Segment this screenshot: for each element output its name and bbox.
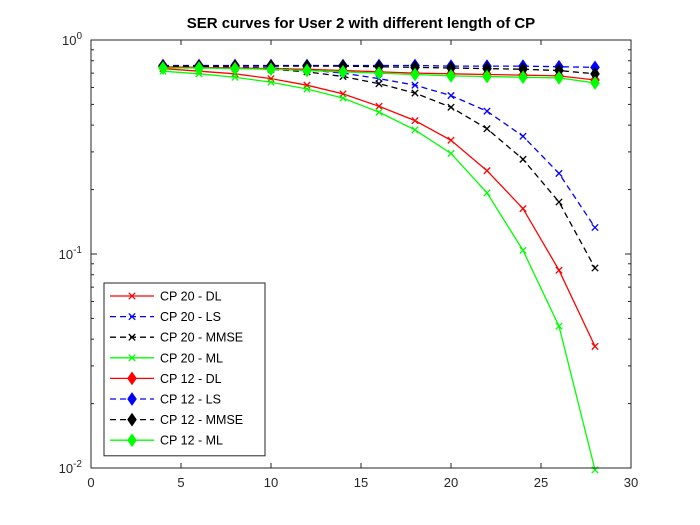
legend-marker — [128, 292, 136, 300]
legend-label: CP 20 - MMSE — [160, 331, 243, 345]
data-point — [411, 126, 419, 134]
legend-entry: CP 20 - ML — [110, 351, 223, 365]
data-point — [410, 67, 420, 82]
x-tick-label: 25 — [534, 475, 548, 490]
x-tick-label: 15 — [354, 475, 368, 490]
data-point — [375, 108, 383, 116]
data-point — [411, 116, 419, 125]
legend-marker — [127, 371, 137, 386]
data-point — [555, 322, 563, 330]
legend-label: CP 12 - ML — [160, 434, 223, 448]
series-layer — [158, 58, 600, 474]
data-point — [447, 136, 455, 144]
data-point — [266, 62, 276, 77]
data-point — [555, 169, 563, 178]
legend-entry: CP 20 - LS — [110, 310, 221, 324]
data-point — [411, 89, 419, 97]
y-tick-label: 100 — [62, 31, 82, 48]
data-point — [231, 73, 239, 81]
x-tick-label: 30 — [624, 475, 638, 490]
legend-label: CP 20 - ML — [160, 351, 223, 365]
legend-entry: CP 20 - MMSE — [110, 331, 243, 345]
legend-marker — [127, 412, 137, 427]
data-point — [554, 71, 564, 85]
axis-layer: 0 5 10 15 20 25 30 100 10-1 10-2 — [59, 31, 639, 490]
data-point — [483, 125, 491, 133]
legend-label: CP 12 - DL — [160, 372, 222, 386]
data-point — [194, 61, 204, 75]
y-tick-label: 10-1 — [59, 245, 83, 262]
x-tick-label: 5 — [177, 475, 184, 490]
x-tick-label: 0 — [87, 475, 94, 490]
series-cp-12-ml — [158, 61, 600, 90]
legend-marker — [128, 312, 136, 321]
legend-marker — [127, 392, 137, 406]
y-tick-label: 10-2 — [59, 459, 83, 476]
legend-entry: CP 12 - DL — [110, 371, 222, 386]
legend-label: CP 20 - DL — [160, 290, 222, 304]
data-point — [158, 61, 168, 75]
data-point — [375, 80, 383, 88]
data-point — [483, 167, 491, 175]
chart-title: SER curves for User 2 with different len… — [187, 15, 535, 32]
legend-entry: CP 12 - LS — [110, 392, 221, 407]
legend-box — [103, 282, 266, 457]
x-tick-label: 20 — [444, 475, 458, 490]
x-tick-label: 10 — [264, 475, 278, 490]
legend-marker — [127, 433, 137, 448]
data-point — [555, 198, 563, 206]
data-point — [519, 204, 527, 213]
data-point — [447, 91, 455, 100]
data-point — [267, 78, 275, 86]
legend-label: CP 20 - LS — [160, 310, 221, 324]
legend: CP 20 - DL CP 20 - LS CP 20 - MMSE CP 20 - … — [103, 282, 266, 457]
data-point — [519, 155, 527, 163]
data-point — [482, 69, 492, 84]
data-point — [338, 64, 348, 79]
data-point — [411, 81, 419, 89]
data-point — [483, 189, 491, 197]
data-point — [590, 76, 600, 90]
data-point — [591, 264, 599, 272]
legend-marker — [128, 333, 136, 341]
legend-label: CP 12 - LS — [160, 393, 221, 407]
legend-entry: CP 20 - DL — [110, 290, 222, 304]
legend-marker — [128, 354, 136, 362]
data-point — [519, 132, 527, 140]
data-point — [483, 107, 491, 115]
data-point — [555, 266, 563, 274]
data-point — [519, 246, 527, 255]
data-point — [591, 223, 599, 232]
data-point — [591, 342, 599, 351]
data-point — [302, 63, 312, 78]
data-point — [518, 70, 528, 85]
data-point — [446, 68, 456, 83]
data-point — [303, 85, 311, 93]
data-point — [447, 149, 455, 158]
legend-entry: CP 12 - MMSE — [110, 412, 243, 427]
legend-entry: CP 12 - ML — [110, 433, 223, 448]
data-point — [339, 94, 347, 102]
data-point — [230, 61, 240, 76]
data-point — [374, 66, 384, 81]
data-point — [447, 103, 455, 111]
data-point — [375, 102, 383, 110]
legend-label: CP 12 - MMSE — [160, 413, 243, 427]
